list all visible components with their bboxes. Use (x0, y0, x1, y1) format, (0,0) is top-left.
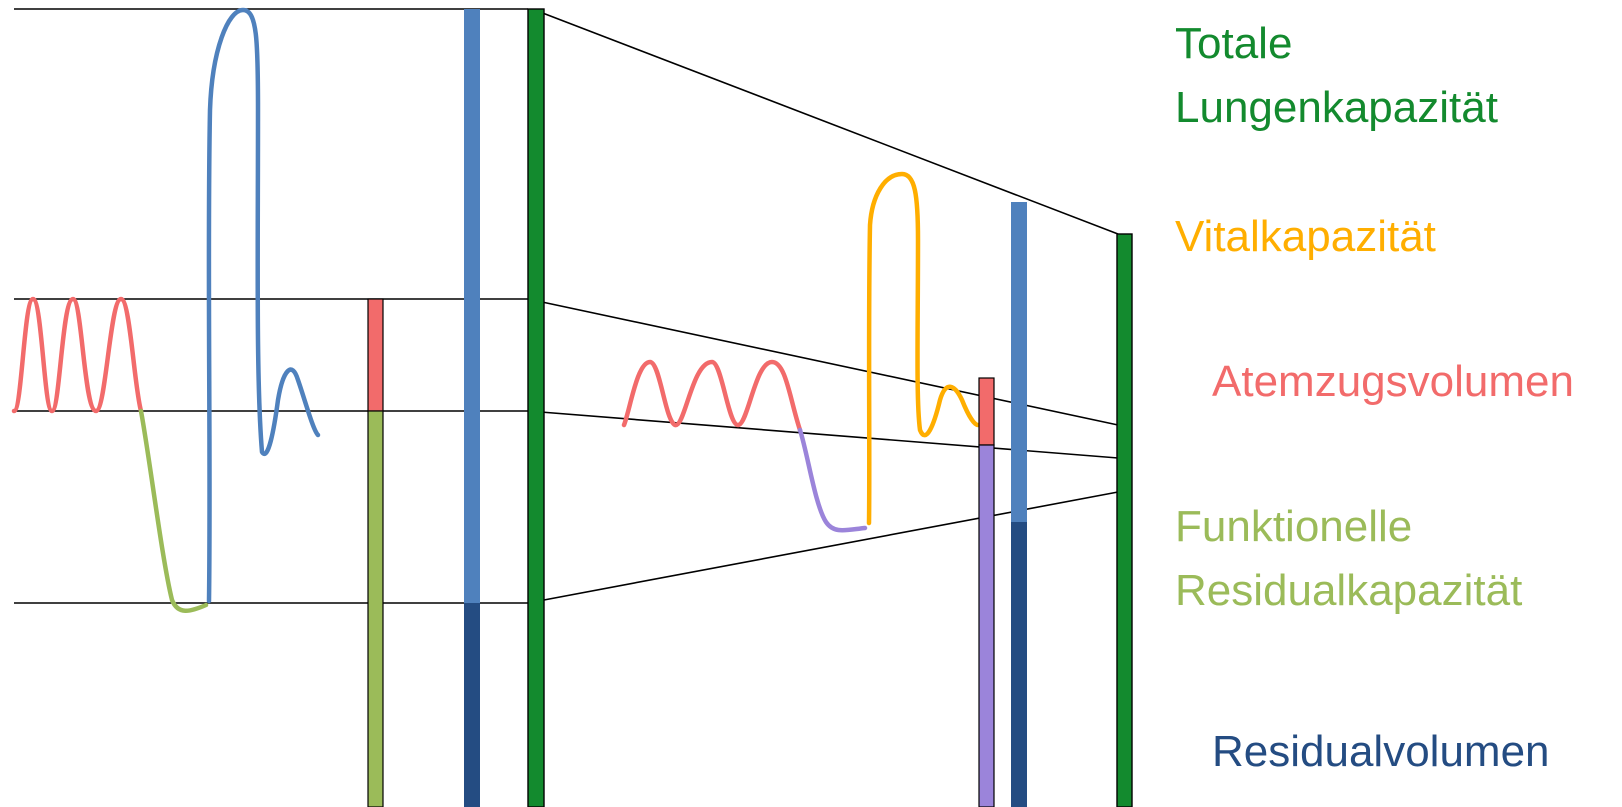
total-label-line1: Totale (1175, 19, 1292, 68)
left-spirogram (11, 7, 321, 613)
tidal-label: Atemzugsvolumen (1212, 357, 1574, 406)
right-spirogram (621, 171, 981, 533)
tidal-breathing-trace (11, 296, 144, 414)
vital-capacity-bar-left (464, 9, 480, 603)
vital-capacity-trace (206, 7, 321, 604)
functional-label-line1: Funktionelle (1175, 502, 1412, 551)
rv-perspective-line (527, 491, 1119, 604)
total-capacity-bar-left (527, 8, 545, 807)
tlc-perspective-line (539, 11, 1119, 235)
reduced-expiratory-trace (797, 427, 868, 533)
residual-volume-bar-right (1011, 522, 1027, 807)
end-expiration-perspective-line (527, 410, 1119, 459)
frc-bar-left (367, 410, 384, 807)
reduced-vital-trace (866, 171, 981, 526)
reduced-tidal-trace (621, 359, 803, 433)
legend: Totale Lungenkapazität Vitalkapazität At… (1175, 19, 1574, 776)
vital-capacity-bar-right (1011, 202, 1027, 522)
tidal-volume-bar-right (978, 377, 995, 446)
vital-label: Vitalkapazität (1175, 212, 1436, 261)
end-inspiration-perspective-line (527, 298, 1119, 426)
functional-label-line2: Residualkapazität (1175, 566, 1522, 615)
tidal-volume-bar-left (367, 298, 384, 412)
residual-volume-bar-left (464, 603, 480, 807)
expiratory-reserve-bar-right (978, 444, 995, 807)
total-label-line2: Lungenkapazität (1175, 83, 1498, 132)
right-bars (978, 202, 1133, 807)
residual-label: Residualvolumen (1212, 727, 1550, 776)
left-bars (367, 8, 545, 807)
total-capacity-bar-right (1116, 233, 1133, 807)
reference-lines (14, 8, 528, 604)
expiratory-reserve-trace (138, 408, 209, 613)
